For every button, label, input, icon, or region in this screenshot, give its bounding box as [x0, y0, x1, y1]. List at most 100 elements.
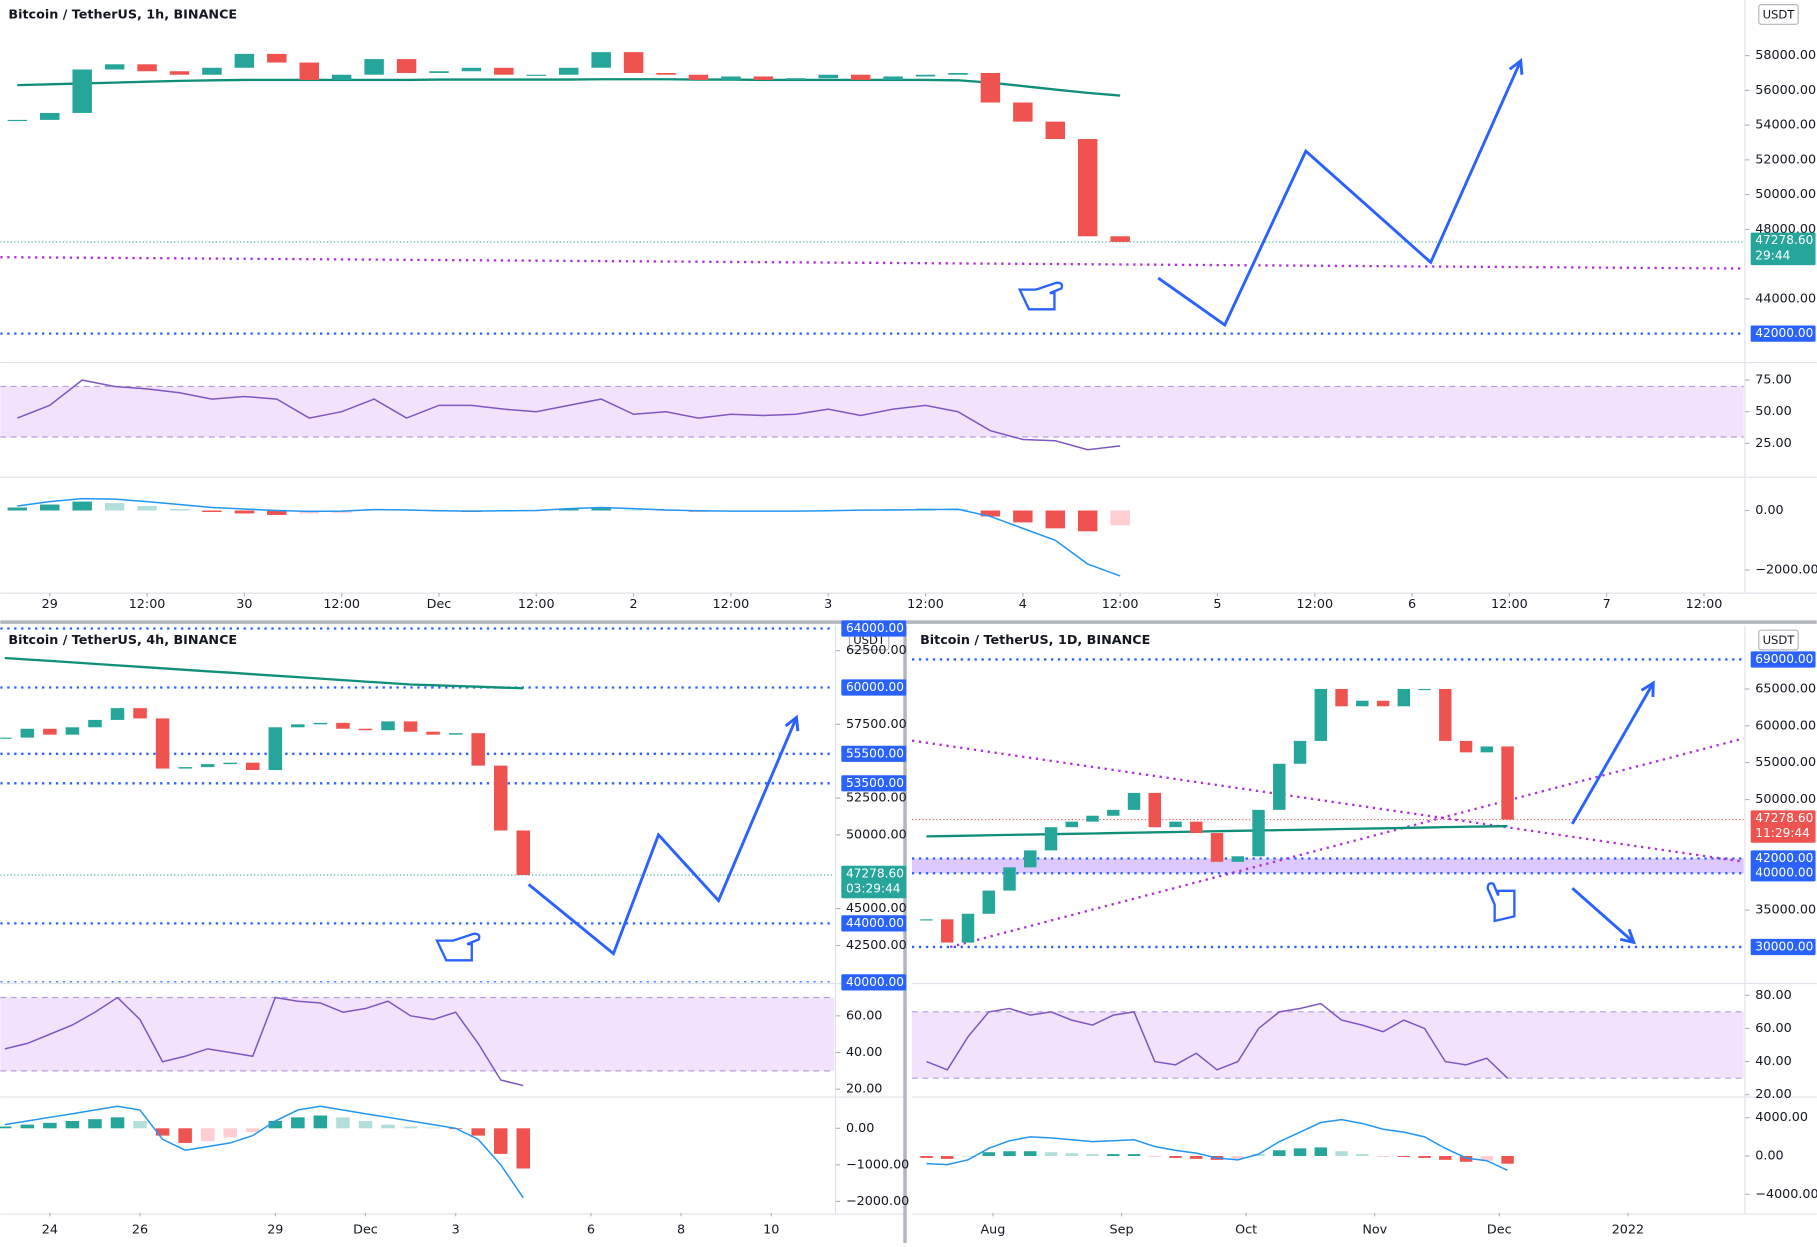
y-tick-label: 60000.00	[1755, 718, 1816, 733]
macd-tick-label: 0.00	[1755, 503, 1783, 518]
candle	[1480, 746, 1494, 753]
x-tick-label: 12:00	[1296, 597, 1333, 612]
macd-tick-label: 4000.00	[1755, 1110, 1808, 1125]
candle	[1376, 700, 1390, 707]
price-pane	[0, 52, 1744, 335]
macd-histogram-bar	[920, 1156, 933, 1158]
y-tick-label: 65000.00	[1755, 681, 1816, 696]
macd-histogram-bar	[169, 509, 190, 511]
x-tick-label: 12:00	[907, 597, 944, 612]
trendline	[911, 739, 1744, 863]
macd-histogram-bar	[961, 1156, 975, 1157]
y-tick-label: 52000.00	[1755, 152, 1816, 167]
candle	[1024, 850, 1037, 868]
macd-line	[4, 1105, 524, 1199]
candle	[915, 74, 936, 77]
candle	[155, 718, 170, 769]
macd-histogram-bar	[1077, 510, 1098, 532]
rsi-tick-label: 50.00	[1755, 404, 1791, 419]
projection	[1571, 887, 1635, 944]
projection	[1571, 682, 1655, 825]
currency-box	[1758, 629, 1799, 651]
x-tick-label: 3	[452, 1223, 460, 1238]
candle	[291, 724, 305, 728]
rsi-band	[911, 1011, 1744, 1079]
price-label: 47278.60	[846, 866, 904, 880]
x-tick-label: 6	[587, 1223, 595, 1238]
candle	[137, 64, 157, 72]
candle	[1003, 867, 1016, 891]
currency-box	[1758, 4, 1799, 25]
candle	[1418, 688, 1431, 691]
rsi-line	[926, 1002, 1509, 1079]
macd-histogram-bar	[1065, 1153, 1078, 1157]
projection	[527, 716, 798, 957]
level-label-box	[841, 974, 907, 991]
x-tick-label: 12:00	[323, 597, 360, 612]
x-tick-label: 10	[763, 1223, 779, 1238]
macd-histogram-bar	[1376, 1156, 1390, 1157]
macd-histogram-bar	[623, 509, 644, 511]
candle	[516, 830, 531, 876]
candle	[494, 67, 514, 75]
macd-histogram-bar	[426, 1127, 440, 1129]
macd-histogram-bar	[1127, 1154, 1141, 1157]
candle	[65, 727, 80, 735]
moving-average	[926, 824, 1508, 838]
x-tick-label: 26	[132, 1223, 148, 1238]
candle	[623, 52, 644, 73]
y-tick-label: 45000.00	[846, 901, 907, 916]
macd-histogram-bar	[358, 1120, 373, 1129]
candle	[1190, 821, 1203, 834]
candle	[20, 728, 35, 738]
candle	[982, 890, 995, 914]
y-tick-label: 57500.00	[846, 717, 907, 732]
level-label: 44000.00	[846, 916, 904, 930]
candle	[920, 919, 933, 921]
macd-histogram-bar	[1480, 1156, 1494, 1161]
price-label-box	[841, 865, 907, 899]
x-tick-label: Dec	[427, 597, 452, 612]
macd-tick-label: 0.00	[846, 1121, 874, 1136]
arrow-head	[1508, 58, 1524, 75]
macd-histogram-bar	[110, 1117, 125, 1129]
macd-tick-label: −2000.00	[846, 1194, 909, 1209]
level-label-box	[1750, 850, 1816, 867]
y-tick-label: 52500.00	[846, 791, 907, 806]
level-label: 69000.00	[1755, 652, 1813, 666]
macd-line	[926, 1118, 1508, 1172]
macd-histogram-bar	[1418, 1156, 1431, 1158]
macd-histogram-bar	[381, 1124, 395, 1129]
candle	[0, 737, 12, 739]
rsi-tick-label: 80.00	[1755, 988, 1791, 1003]
currency: USDT	[1763, 8, 1796, 22]
x-tick-label: 2022	[1612, 1223, 1644, 1238]
candle	[200, 764, 215, 768]
candle	[364, 59, 384, 75]
candle	[688, 74, 709, 80]
x-tick-label: 12:00	[1491, 597, 1528, 612]
macd-histogram-bar	[1293, 1148, 1307, 1157]
level-label: 60000.00	[846, 680, 904, 694]
y-tick-label: 55000.00	[1755, 755, 1816, 770]
candle	[753, 76, 774, 80]
candle	[1314, 688, 1328, 741]
candle	[429, 71, 449, 73]
rsi-line	[17, 379, 1121, 451]
currency: USDT	[1763, 633, 1796, 647]
macd-histogram-bar	[133, 1120, 147, 1129]
candle	[104, 64, 125, 70]
macd-histogram-bar	[1013, 510, 1033, 523]
candle	[331, 74, 352, 80]
chart-title: Bitcoin / TetherUS, 4h, BINANCE	[8, 633, 237, 648]
price-label: 47278.60	[1755, 811, 1813, 825]
candle	[1252, 809, 1265, 857]
x-tick-label: 2	[630, 597, 638, 612]
macd-histogram-bar	[1169, 1156, 1182, 1158]
macd-histogram-bar	[20, 1124, 35, 1129]
x-tick-label: 29	[267, 1223, 283, 1238]
macd-histogram-bar	[268, 1120, 283, 1129]
y-tick-label: 44000.00	[1755, 291, 1816, 306]
x-tick-label: Sep	[1110, 1223, 1134, 1238]
y-tick-label: 56000.00	[1755, 83, 1816, 98]
